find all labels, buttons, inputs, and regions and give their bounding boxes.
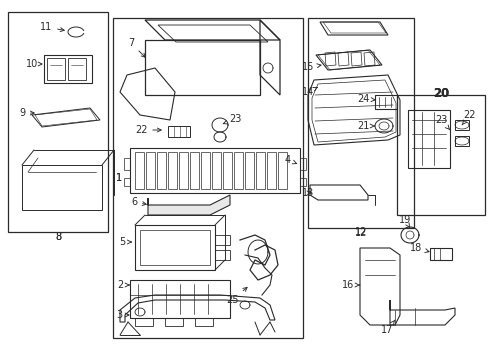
Text: 8: 8	[55, 232, 61, 242]
Bar	[135, 225, 215, 270]
Text: 1: 1	[116, 173, 122, 183]
Text: 22: 22	[135, 125, 161, 135]
Bar	[455, 136, 469, 146]
Bar	[215, 235, 230, 245]
Text: 6: 6	[131, 197, 147, 207]
Text: 18: 18	[410, 243, 429, 253]
Text: 12: 12	[355, 227, 367, 237]
Bar	[168, 152, 177, 189]
Text: 23: 23	[435, 115, 450, 130]
Text: 11: 11	[40, 22, 64, 32]
Bar	[135, 318, 153, 326]
Text: 16: 16	[342, 280, 360, 290]
Text: 15: 15	[302, 62, 321, 72]
Bar	[130, 148, 300, 193]
Bar	[195, 318, 213, 326]
Bar	[300, 178, 306, 186]
Bar	[397, 95, 485, 215]
Text: 17: 17	[381, 320, 395, 335]
Text: 25: 25	[226, 287, 247, 305]
Bar	[22, 165, 102, 210]
Bar	[179, 152, 188, 189]
Bar	[135, 152, 144, 189]
Bar	[124, 158, 130, 170]
Text: 20: 20	[433, 86, 449, 99]
Text: 4: 4	[285, 155, 296, 165]
Text: 24: 24	[357, 94, 375, 104]
Text: 5: 5	[119, 237, 131, 247]
Text: 13: 13	[302, 188, 314, 198]
Bar	[47, 58, 65, 80]
Bar	[375, 95, 397, 109]
Text: 20: 20	[433, 86, 449, 99]
Bar	[223, 152, 232, 189]
Text: 21: 21	[357, 121, 375, 131]
Bar	[408, 110, 450, 168]
Bar	[308, 18, 414, 228]
Bar	[130, 280, 230, 318]
Text: 19: 19	[399, 215, 411, 228]
Bar	[234, 152, 243, 189]
Bar	[278, 152, 287, 189]
Bar	[245, 152, 254, 189]
Bar	[212, 152, 221, 189]
Text: 7: 7	[128, 38, 146, 57]
Bar	[190, 152, 199, 189]
Bar	[124, 178, 130, 186]
Bar	[256, 152, 265, 189]
Text: 3: 3	[116, 310, 129, 320]
Bar	[165, 318, 183, 326]
Bar	[455, 120, 469, 130]
Text: 10: 10	[26, 59, 42, 69]
Text: 12: 12	[355, 228, 367, 238]
Text: 1: 1	[116, 173, 122, 183]
Bar	[140, 230, 210, 265]
Bar	[68, 58, 86, 80]
Bar	[430, 248, 452, 260]
Text: 14: 14	[302, 87, 317, 97]
Bar	[113, 18, 303, 338]
Text: 9: 9	[19, 108, 34, 118]
Text: 2: 2	[117, 280, 129, 290]
Bar	[157, 152, 166, 189]
Text: 22: 22	[462, 110, 476, 125]
Bar	[201, 152, 210, 189]
Text: 8: 8	[55, 232, 61, 242]
Bar	[267, 152, 276, 189]
Bar	[146, 152, 155, 189]
Bar	[168, 126, 190, 137]
Bar	[300, 158, 306, 170]
Bar	[215, 250, 230, 260]
Bar	[8, 12, 108, 232]
Text: 23: 23	[223, 114, 241, 124]
Bar	[44, 55, 92, 83]
Polygon shape	[148, 195, 230, 215]
